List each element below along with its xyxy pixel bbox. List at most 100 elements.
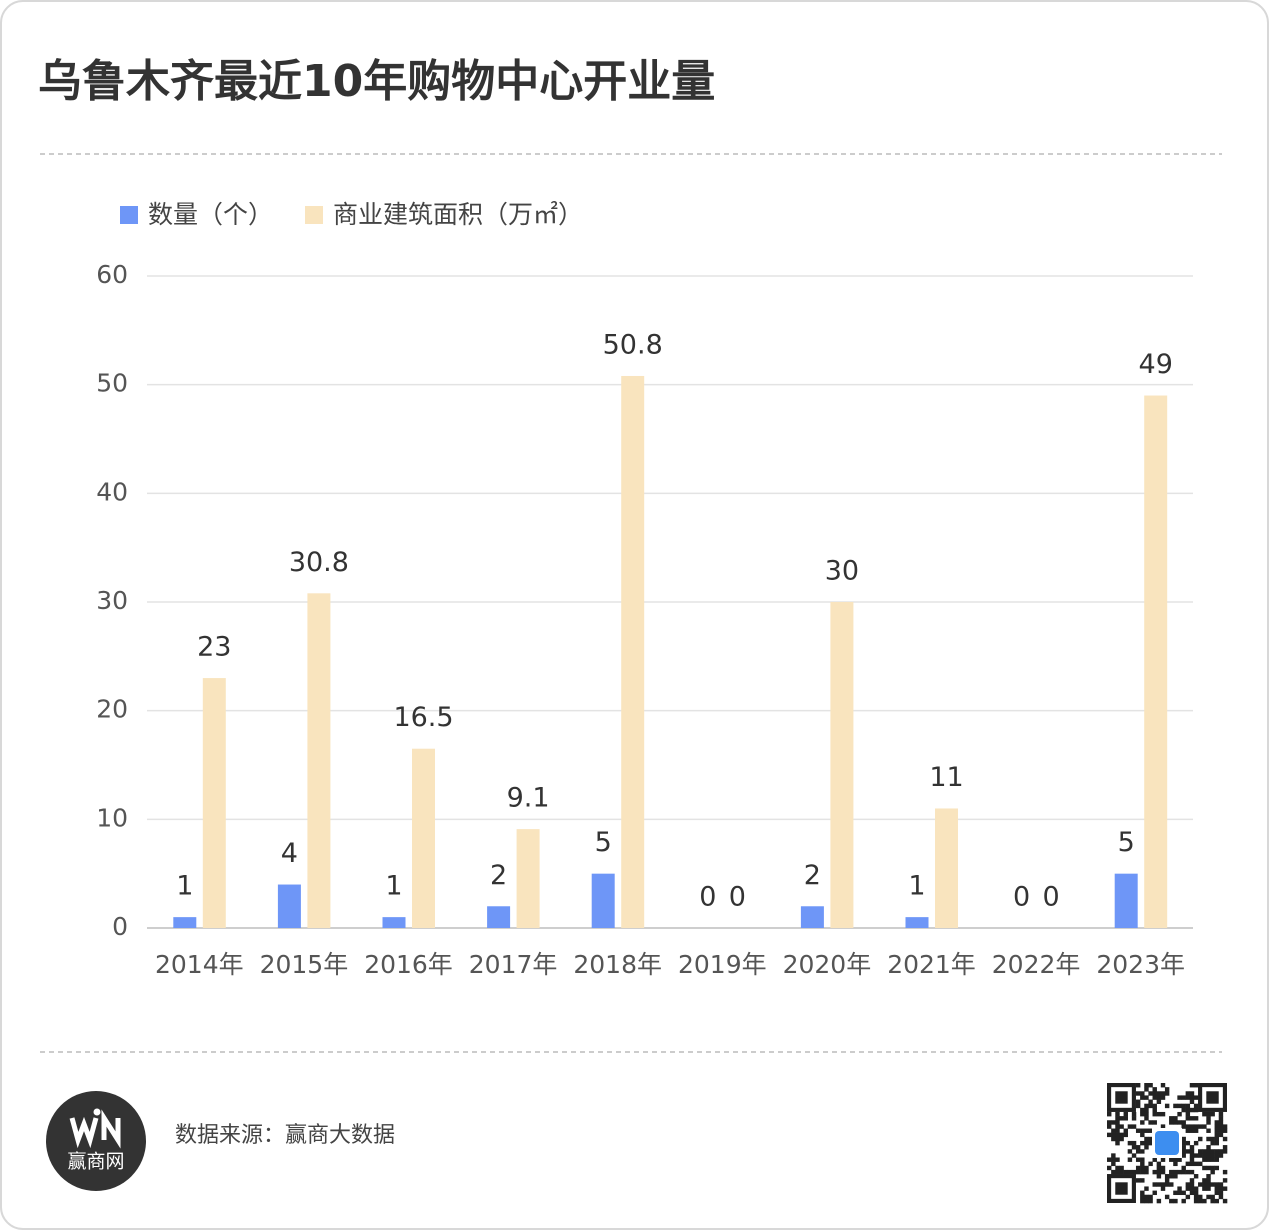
bar (1144, 395, 1168, 928)
qr-module (1140, 1178, 1145, 1183)
y-tick-label: 50 (96, 369, 128, 398)
qr-module (1185, 1128, 1191, 1133)
qr-module (1177, 1103, 1182, 1109)
qr-module (1148, 1099, 1153, 1104)
qr-module (1115, 1169, 1120, 1175)
qr-module (1181, 1124, 1186, 1129)
qr-module (1222, 1145, 1228, 1150)
data-label: 0 (1013, 882, 1030, 913)
qr-module (1185, 1091, 1191, 1096)
qr-module (1135, 1103, 1141, 1109)
qr-module (1156, 1111, 1162, 1117)
qr-module (1135, 1099, 1141, 1104)
bar (412, 748, 435, 928)
qr-module (1140, 1120, 1145, 1125)
qr-module (1214, 1120, 1220, 1125)
data-label: 2 (804, 860, 821, 891)
x-tick-label: 2022年 (992, 950, 1081, 979)
qr-module (1189, 1095, 1195, 1100)
y-tick-label: 40 (96, 477, 128, 506)
qr-finder (1115, 1182, 1128, 1195)
qr-module (1206, 1174, 1211, 1179)
qr-module (1185, 1124, 1191, 1129)
qr-module (1148, 1161, 1153, 1167)
qr-module (1177, 1190, 1182, 1196)
qr-module (1140, 1149, 1145, 1154)
qr-module (1202, 1149, 1207, 1154)
qr-module (1169, 1116, 1174, 1121)
logo: 赢商网 (46, 1091, 146, 1191)
qr-module (1140, 1190, 1145, 1196)
qr-module (1140, 1095, 1145, 1100)
qr-module (1119, 1165, 1124, 1171)
bar (830, 602, 854, 928)
qr-module (1193, 1107, 1199, 1113)
qr-module (1193, 1174, 1199, 1179)
qr-module (1214, 1124, 1220, 1129)
qr-module (1202, 1182, 1207, 1187)
qr-module (1210, 1111, 1215, 1117)
qr-module (1173, 1103, 1178, 1109)
qr-module (1115, 1120, 1120, 1125)
qr-module (1214, 1153, 1220, 1158)
qr-module (1206, 1194, 1211, 1200)
x-tick-label: 2017年 (469, 950, 558, 979)
qr-module (1111, 1161, 1116, 1167)
qr-module (1144, 1107, 1149, 1113)
qr-module (1111, 1153, 1116, 1158)
qr-module (1148, 1091, 1153, 1096)
qr-module (1193, 1161, 1199, 1167)
qr-module (1169, 1120, 1174, 1125)
bar (382, 917, 406, 928)
qr-module (1218, 1116, 1224, 1121)
qr-module (1144, 1128, 1149, 1133)
qr-module (1152, 1095, 1157, 1100)
qr-module (1222, 1124, 1228, 1129)
qr-module (1198, 1153, 1203, 1158)
qr-module (1202, 1111, 1207, 1117)
qr-module (1115, 1128, 1120, 1133)
qr-module (1173, 1174, 1178, 1179)
x-tick-label: 2021年 (887, 950, 976, 979)
qr-module (1131, 1124, 1137, 1129)
qr-module (1164, 1103, 1170, 1109)
qr-module (1156, 1165, 1162, 1171)
data-label: 16.5 (393, 702, 453, 733)
qr-module (1177, 1111, 1182, 1117)
qr-module (1202, 1186, 1207, 1191)
qr-module (1123, 1169, 1128, 1175)
qr-module (1218, 1149, 1224, 1154)
qr-module (1202, 1124, 1207, 1129)
qr-module (1144, 1186, 1149, 1191)
qr-module (1193, 1116, 1199, 1121)
qr-module (1198, 1149, 1203, 1154)
qr-module (1177, 1120, 1182, 1125)
qr-module (1181, 1149, 1186, 1154)
qr-module (1189, 1169, 1195, 1175)
qr-module (1107, 1132, 1112, 1138)
qr-module (1156, 1095, 1162, 1100)
qr-module (1173, 1190, 1178, 1196)
qr-module (1198, 1136, 1203, 1142)
qr-module (1140, 1091, 1145, 1096)
qr-module (1135, 1149, 1141, 1154)
qr-module (1189, 1186, 1195, 1191)
qr-module (1214, 1198, 1220, 1204)
qr-module (1152, 1120, 1157, 1125)
data-label: 0 (699, 882, 716, 913)
qr-module (1144, 1140, 1149, 1146)
qr-module (1218, 1111, 1224, 1117)
qr-module (1210, 1149, 1215, 1154)
qr-module (1189, 1145, 1195, 1150)
qr-module (1206, 1182, 1211, 1187)
qr-module (1189, 1128, 1195, 1133)
data-label: 49 (1139, 349, 1173, 380)
qr-module (1123, 1128, 1128, 1133)
qr-module (1206, 1153, 1211, 1158)
x-tick-label: 2019年 (678, 950, 767, 979)
y-tick-label: 30 (96, 586, 128, 615)
legend-swatch (305, 206, 323, 224)
qr-module (1214, 1128, 1220, 1133)
qr-module (1181, 1107, 1186, 1113)
qr-module (1160, 1169, 1166, 1175)
